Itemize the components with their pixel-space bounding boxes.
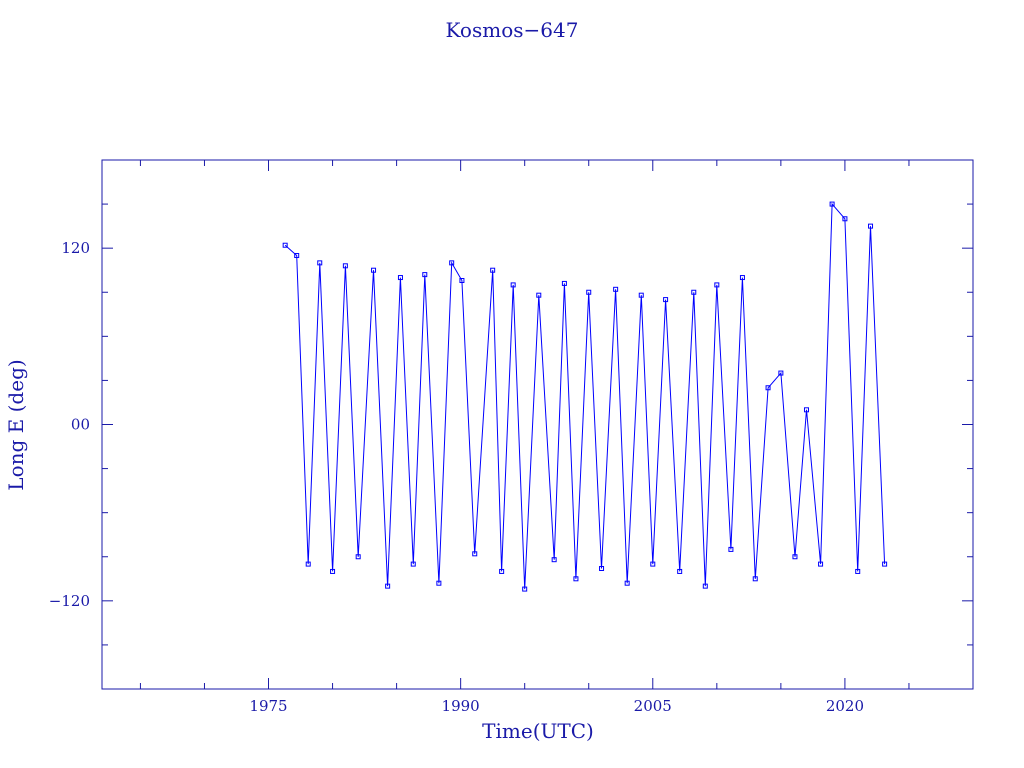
data-point [371, 267, 377, 273]
data-point [490, 267, 496, 273]
data-point [702, 583, 708, 589]
data-point [818, 561, 824, 567]
data-point [410, 561, 416, 567]
data-point [803, 407, 809, 413]
data-point [510, 282, 516, 288]
data-point [522, 586, 528, 592]
data-point [422, 272, 428, 278]
data-point [882, 561, 888, 567]
plot-frame [101, 159, 974, 690]
data-point [551, 557, 557, 563]
data-point [294, 253, 300, 259]
data-point [765, 385, 771, 391]
data-point [449, 260, 455, 266]
y-tick-label: 00 [71, 416, 90, 434]
data-point [499, 568, 505, 574]
data-point [536, 292, 542, 298]
data-point [385, 583, 391, 589]
data-point [624, 580, 630, 586]
x-tick-label: 1975 [249, 697, 287, 715]
data-point [355, 554, 361, 560]
data-point [613, 286, 619, 292]
data-point [842, 216, 848, 222]
axis-ticks: 1975 1990 2005 2020 120 00 −120 [49, 160, 973, 715]
data-point [638, 292, 644, 298]
y-axis-label: Long E (deg) [4, 359, 28, 490]
series-line [284, 202, 886, 590]
data-point [691, 289, 697, 295]
data-point [317, 260, 323, 266]
data-point [677, 568, 683, 574]
data-point [573, 576, 579, 582]
data-point [459, 277, 465, 283]
x-tick-label: 2005 [634, 697, 672, 715]
y-tick-label: −120 [49, 592, 90, 610]
data-point [586, 289, 592, 295]
data-point [714, 282, 720, 288]
data-point [397, 275, 403, 281]
data-point [778, 370, 784, 376]
data-point [436, 580, 442, 586]
data-point [599, 566, 605, 572]
x-tick-label: 1990 [442, 697, 480, 715]
data-layer [282, 201, 888, 592]
data-point [868, 223, 874, 229]
chart-title: Kosmos−647 [446, 18, 579, 42]
data-point [752, 576, 758, 582]
data-point [663, 297, 669, 303]
data-point [472, 551, 478, 557]
data-point [342, 263, 348, 269]
data-point [305, 561, 311, 567]
data-point [330, 568, 336, 574]
data-point [855, 568, 861, 574]
x-axis-label: Time(UTC) [482, 719, 594, 743]
data-point [829, 201, 835, 207]
data-point [728, 546, 734, 552]
y-tick-label: 120 [61, 239, 90, 257]
data-point [792, 554, 798, 560]
data-point [561, 280, 567, 286]
data-point [650, 561, 656, 567]
data-point [739, 275, 745, 281]
data-point [282, 242, 288, 248]
x-tick-label: 2020 [826, 697, 864, 715]
